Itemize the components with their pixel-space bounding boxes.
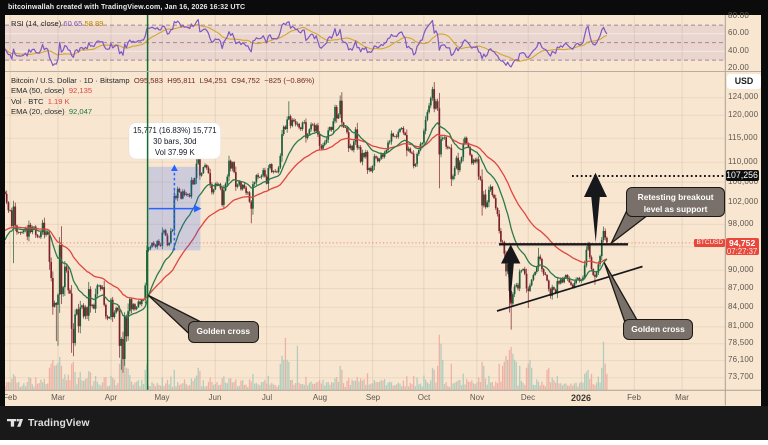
svg-text:15,771 (16.83%) 15,771: 15,771 (16.83%) 15,771: [133, 126, 217, 135]
svg-text:Vol 37.99 K: Vol 37.99 K: [155, 148, 196, 157]
svg-text:30 bars, 30d: 30 bars, 30d: [153, 137, 196, 146]
